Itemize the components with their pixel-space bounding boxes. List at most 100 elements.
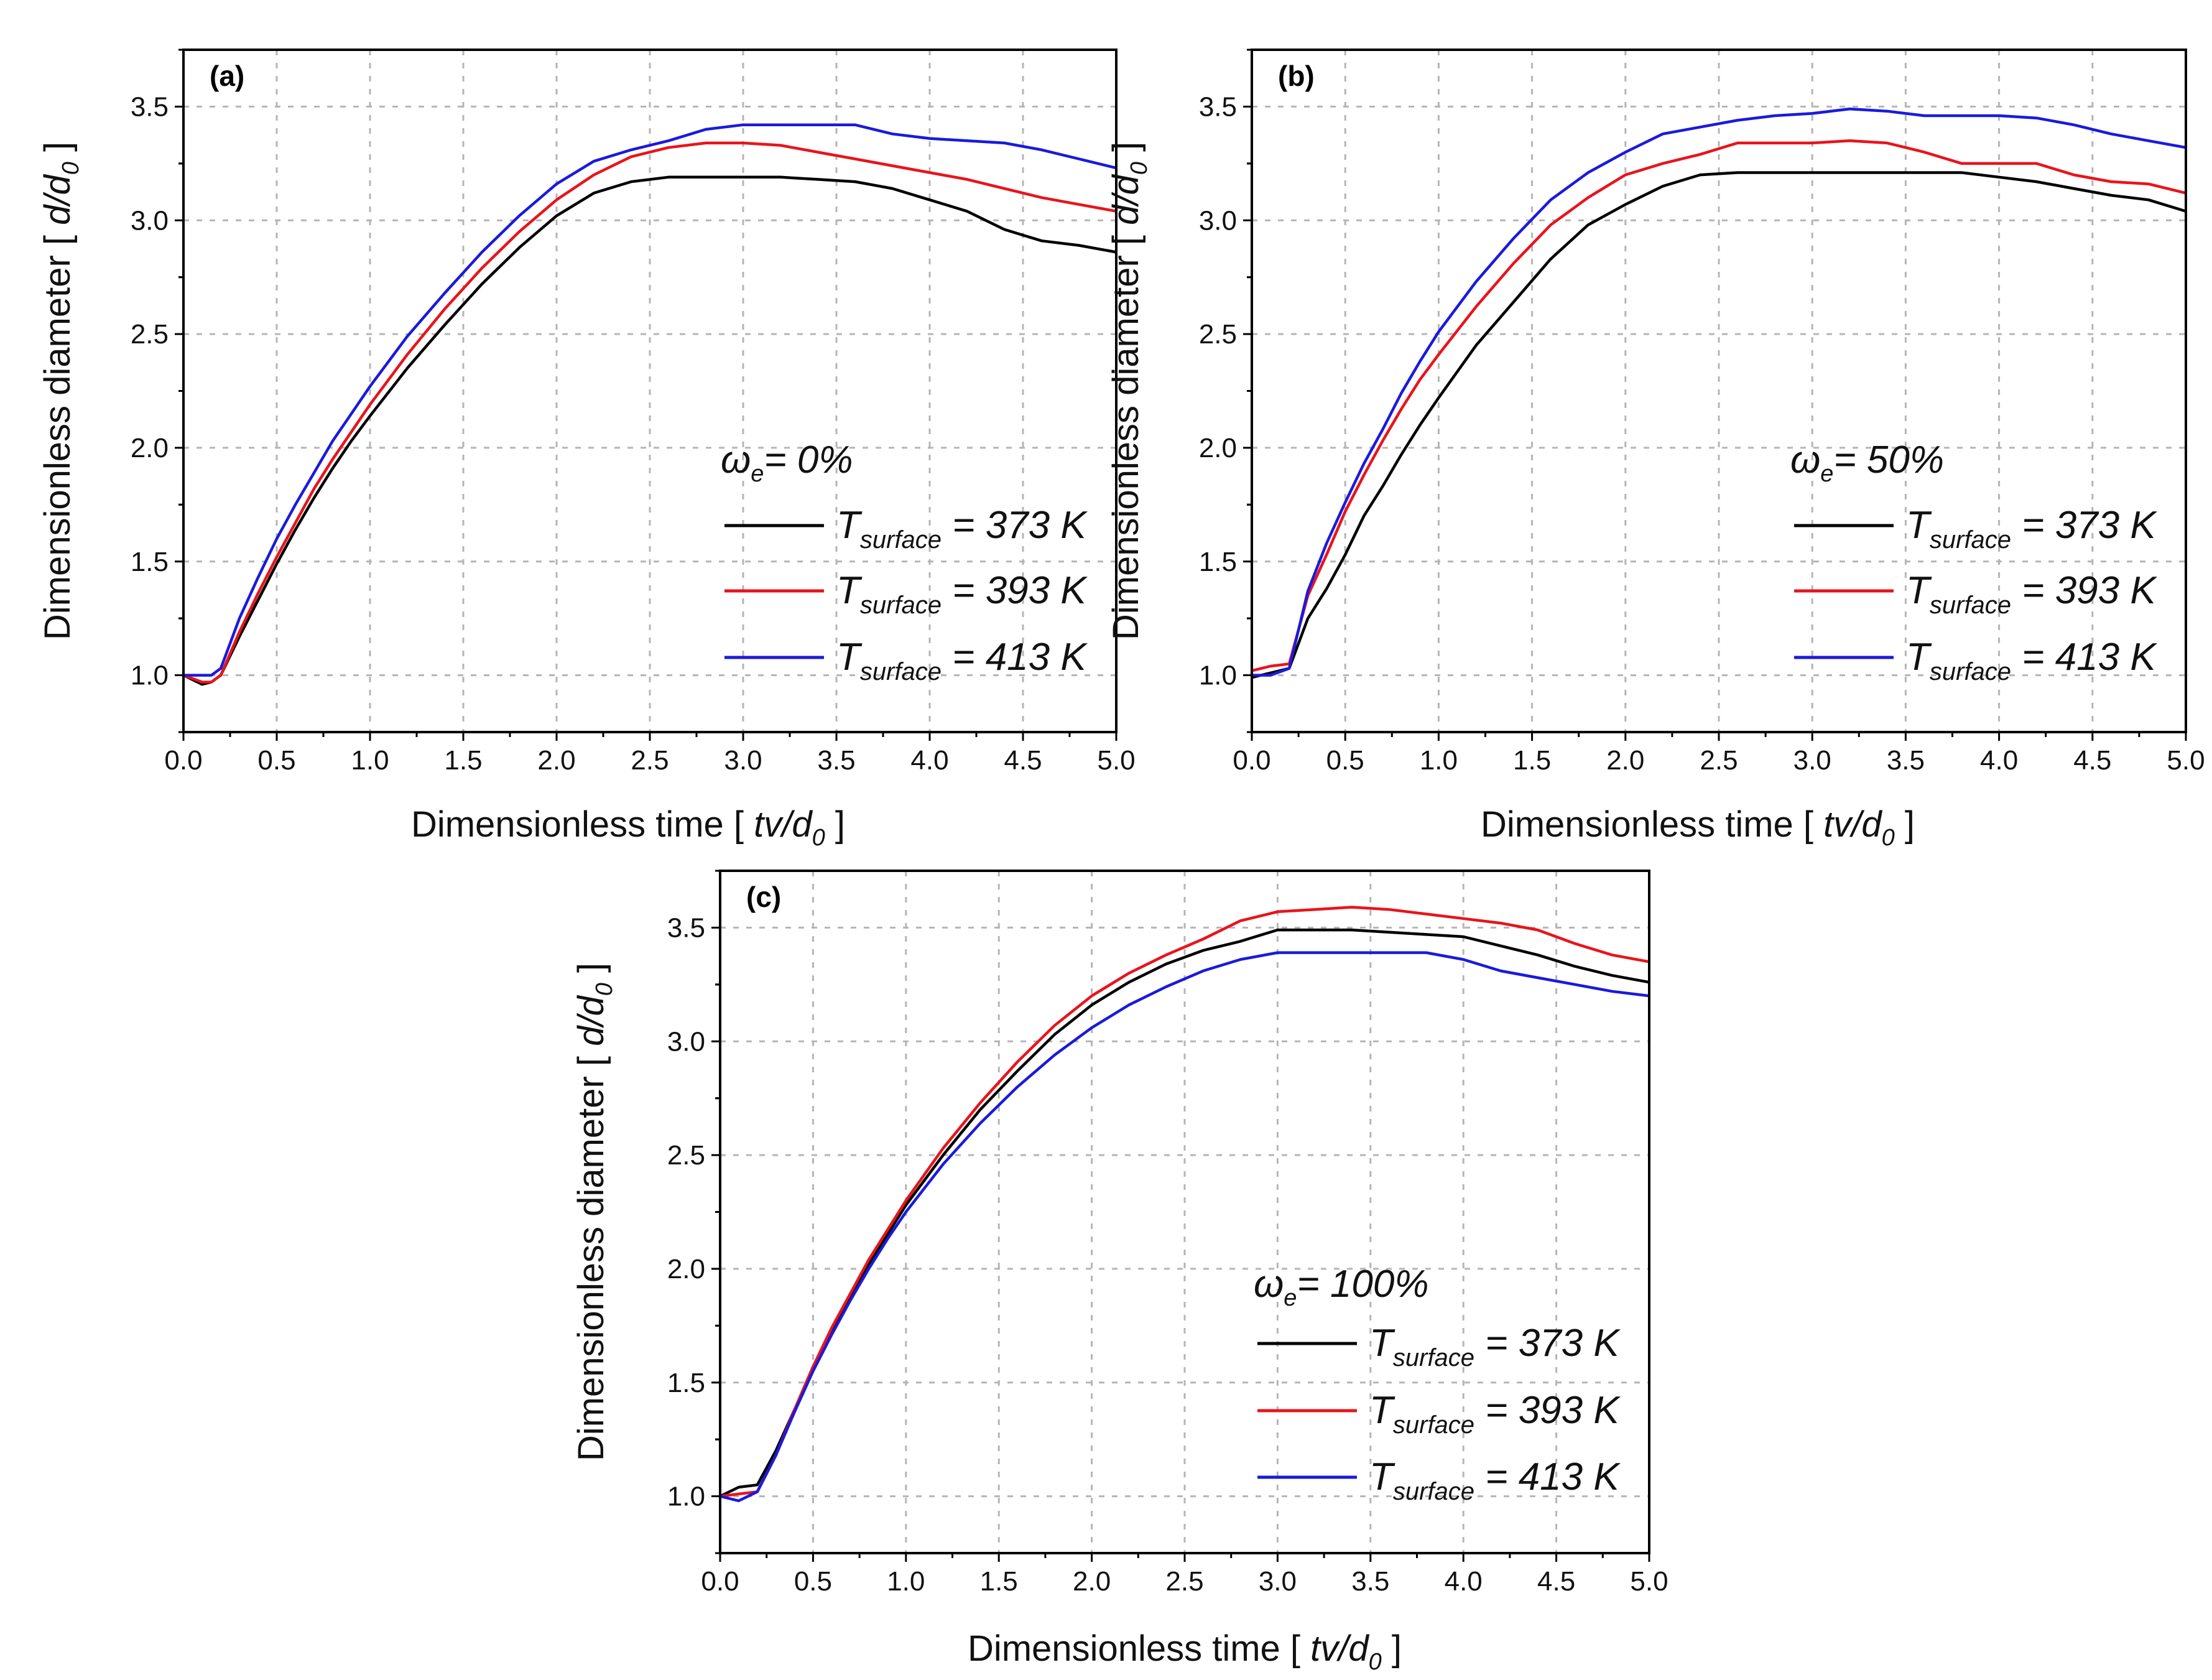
- y-axis-title-suffix: ]: [1106, 142, 1146, 162]
- x-axis-title-prefix: Dimensionless time [: [1481, 804, 1823, 845]
- x-axis-title-sub: 0: [1369, 1649, 1382, 1675]
- x-tick-label: 4.0: [1980, 745, 2018, 776]
- x-axis-title-suffix: ]: [1895, 804, 1915, 845]
- x-tick-label: 1.5: [980, 1566, 1018, 1597]
- x-tick-label: 4.0: [1445, 1566, 1483, 1597]
- x-tick-label: 2.5: [1165, 1566, 1203, 1597]
- legend-omega-sub: e: [751, 461, 764, 487]
- y-tick-label: 1.0: [1199, 661, 1237, 691]
- series-line-413K: [1252, 107, 2187, 677]
- x-tick-label: 0.5: [794, 1566, 832, 1597]
- legend-omega: ωe= 100%: [1254, 1263, 1428, 1311]
- legend-series-name: = 393 K: [2011, 569, 2157, 612]
- x-tick-label: 4.5: [2073, 745, 2111, 776]
- x-tick-label: 0.5: [1326, 745, 1364, 776]
- legend-entry: Tsurface = 393 K: [1369, 1389, 1621, 1439]
- legend-symbol: T: [836, 569, 863, 612]
- legend-omega-symbol: ω: [1254, 1263, 1284, 1306]
- chart-svg-1: 0.0 0.5 1.0 1.5 2.0 2.5 3.0 3.5 4.0 4.5 5.0 1.0 1.5 2…: [1106, 49, 2205, 851]
- y-tick-label: 2.0: [667, 1254, 705, 1284]
- chart-panel-b: 0.0 0.5 1.0 1.5 2.0 2.5 3.0 3.5 4.0 4.5 5.0 1.0 1.5 2…: [1106, 49, 2205, 851]
- y-tick-label: 2.5: [1199, 319, 1237, 350]
- legend-entry: Tsurface = 413 K: [1906, 636, 2157, 685]
- legend-entry: Tsurface = 373 K: [836, 504, 1088, 554]
- x-tick-label: 2.0: [537, 745, 575, 776]
- y-axis-title-sub: 0: [591, 983, 618, 996]
- legend-symbol: T: [836, 636, 863, 679]
- y-tick-label: 3.5: [131, 91, 169, 122]
- chart-svg-0: 0.0 0.5 1.0 1.5 2.0 2.5 3.0 3.5 4.0 4.5 5.0 1.0 1.5 2…: [37, 49, 1136, 851]
- legend-omega-symbol: ω: [1790, 439, 1820, 481]
- y-tick-label: 3.0: [131, 205, 169, 236]
- x-tick-label: 3.5: [1351, 1566, 1389, 1597]
- legend-entry: Tsurface = 413 K: [836, 636, 1088, 685]
- x-tick-label: 2.0: [1073, 1566, 1111, 1597]
- legend-symbol: T: [1906, 504, 1932, 547]
- legend-symbol: T: [1906, 569, 1932, 612]
- series-line-393K: [183, 141, 1117, 684]
- legend-subscript: surface: [860, 592, 942, 619]
- y-axis-title-suffix: ]: [37, 142, 78, 162]
- x-axis-title-sub: 0: [812, 825, 825, 851]
- y-axis-title-prefix: Dimensionless diameter [: [1106, 225, 1146, 640]
- legend-omega-value: = 50%: [1833, 439, 1944, 481]
- legend-omega: ωe= 50%: [1790, 439, 1944, 487]
- legend-omega-value: = 100%: [1297, 1263, 1428, 1306]
- y-axis-title: Dimensionless diameter [ d/d0 ]: [37, 142, 84, 640]
- y-tick-label: 1.5: [667, 1368, 705, 1398]
- x-axis-title: Dimensionless time [ tv/d0 ]: [968, 1628, 1402, 1675]
- legend-series-name: = 393 K: [1474, 1389, 1621, 1432]
- legend-symbol: T: [1369, 1389, 1395, 1432]
- y-tick-label: 1.0: [667, 1482, 705, 1512]
- legend-subscript: surface: [1393, 1344, 1474, 1371]
- x-tick-label: 3.5: [1887, 745, 1925, 776]
- y-tick-label: 2.5: [667, 1140, 705, 1171]
- legend-omega-sub: e: [1284, 1285, 1297, 1311]
- y-tick-label: 3.0: [667, 1026, 705, 1057]
- x-axis-title-var: tv/d: [1823, 804, 1882, 845]
- y-tick-label: 2.0: [131, 433, 169, 463]
- legend-series-name: = 373 K: [942, 504, 1088, 547]
- legend-entry: Tsurface = 373 K: [1906, 504, 2157, 554]
- x-tick-label: 1.5: [444, 745, 482, 776]
- x-tick-label: 5.0: [2167, 745, 2205, 776]
- x-tick-label: 5.0: [1630, 1566, 1668, 1597]
- legend-entry: Tsurface = 393 K: [836, 569, 1088, 619]
- legend-omega-symbol: ω: [721, 439, 751, 481]
- x-axis-title: Dimensionless time [ tv/d0 ]: [411, 804, 845, 851]
- x-axis-title-prefix: Dimensionless time [: [968, 1628, 1310, 1669]
- legend-omega-sub: e: [1820, 461, 1833, 487]
- legend-subscript: surface: [860, 658, 942, 685]
- series-line-413K: [720, 951, 1650, 1503]
- x-tick-label: 0.0: [701, 1566, 739, 1597]
- y-tick-label: 2.5: [131, 319, 169, 350]
- grid: [183, 50, 1116, 732]
- x-axis-title-var: tv/d: [1310, 1628, 1369, 1669]
- y-tick-label: 1.5: [1199, 547, 1237, 577]
- legend-series-name: = 373 K: [2011, 504, 2157, 547]
- grid: [1252, 50, 2186, 732]
- y-axis-title-var: d/d: [1106, 174, 1146, 225]
- y-axis-title-prefix: Dimensionless diameter [: [571, 1046, 611, 1461]
- series-line-413K: [183, 123, 1117, 677]
- x-tick-label: 4.0: [910, 745, 948, 776]
- y-tick-label: 2.0: [1199, 433, 1237, 463]
- x-axis-title-prefix: Dimensionless time [: [411, 804, 754, 845]
- x-tick-label: 0.0: [1233, 745, 1270, 776]
- x-tick-label: 5.0: [1097, 745, 1135, 776]
- y-axis-title: Dimensionless diameter [ d/d0 ]: [571, 963, 618, 1461]
- x-tick-label: 2.5: [1700, 745, 1738, 776]
- legend-series-name: = 413 K: [1474, 1455, 1621, 1498]
- legend-subscript: surface: [1930, 592, 2011, 619]
- y-axis-title-suffix: ]: [571, 963, 611, 983]
- y-axis-title: Dimensionless diameter [ d/d0 ]: [1106, 142, 1152, 640]
- x-axis-title-var: tv/d: [754, 804, 813, 845]
- panel-label: (c): [746, 881, 781, 913]
- y-tick-label: 3.5: [1199, 91, 1237, 122]
- y-axis-title-prefix: Dimensionless diameter [: [37, 225, 78, 640]
- legend-subscript: surface: [1393, 1411, 1474, 1439]
- legend-series-name: = 413 K: [2011, 636, 2157, 679]
- y-axis-title-var: d/d: [571, 995, 611, 1046]
- y-axis-title-var: d/d: [37, 174, 78, 225]
